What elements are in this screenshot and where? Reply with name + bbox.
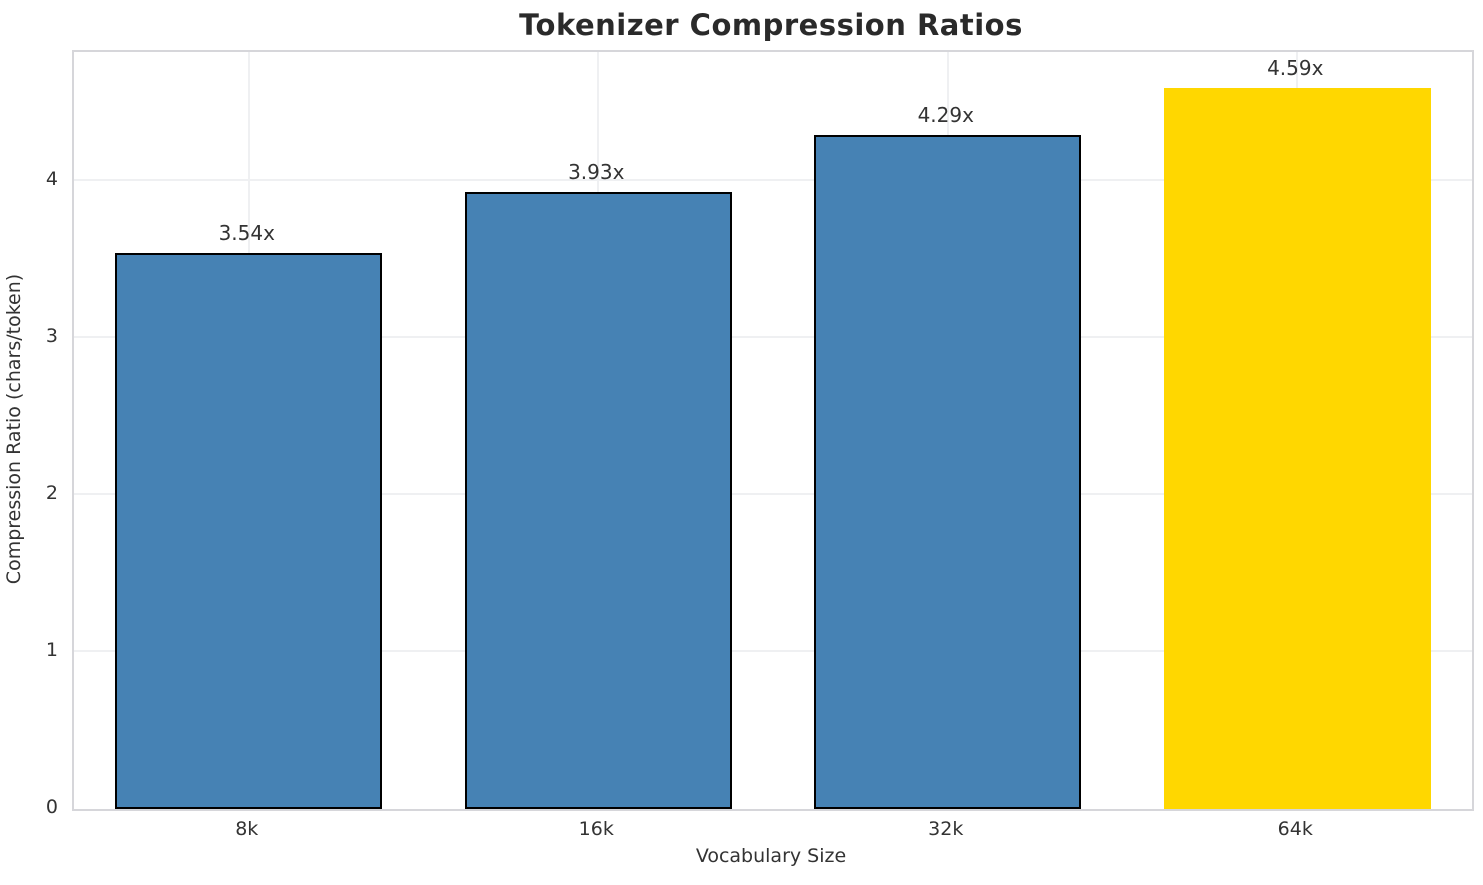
y-tick-label: 1 (45, 638, 58, 661)
bar-value-label: 3.93x (568, 159, 625, 184)
plot-area (72, 50, 1474, 811)
x-tick-label-8k: 8k (235, 818, 259, 840)
bar-64k (1163, 88, 1431, 809)
bar-value-label: 4.29x (917, 103, 974, 128)
y-tick-label: 4 (45, 167, 58, 190)
x-tick-label-16k: 16k (578, 818, 614, 840)
gridline-horizontal (74, 178, 1472, 181)
chart-title: Tokenizer Compression Ratios (519, 8, 1023, 42)
gridline-horizontal (74, 649, 1472, 652)
bar-value-label: 4.59x (1267, 56, 1324, 81)
bar-32k (814, 135, 1082, 809)
x-axis-label: Vocabulary Size (695, 845, 847, 867)
gridline-horizontal (74, 492, 1472, 495)
x-tick-label-64k: 64k (1277, 818, 1313, 840)
y-axis-label: Compression Ratio (chars/token) (3, 273, 25, 585)
y-tick-label: 0 (45, 796, 58, 818)
bar-value-label: 3.54x (218, 221, 275, 246)
gridline-horizontal (74, 335, 1472, 338)
y-tick-label: 2 (45, 481, 58, 504)
y-tick-label: 3 (45, 324, 58, 347)
bar-8k (115, 253, 383, 809)
x-tick-label-32k: 32k (928, 818, 964, 840)
bar-16k (464, 191, 732, 809)
